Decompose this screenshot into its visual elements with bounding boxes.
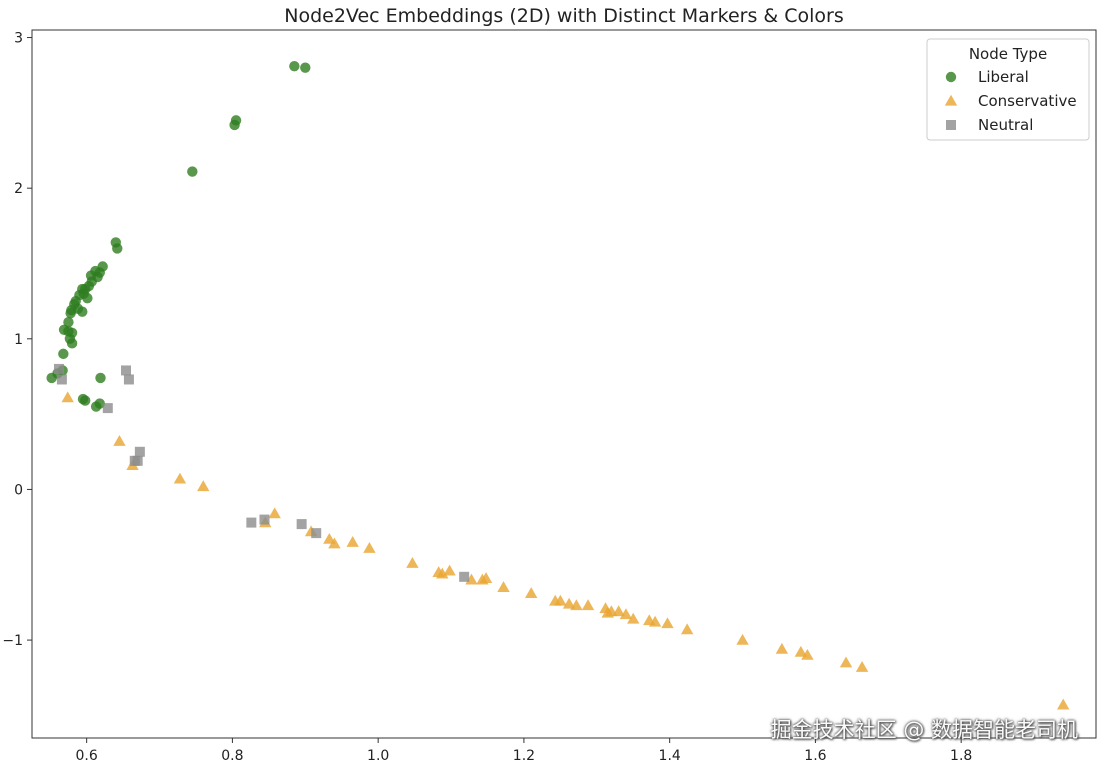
- x-tick-label: 0.8: [221, 748, 243, 764]
- y-tick-label: 3: [14, 31, 23, 47]
- liberal-point: [95, 372, 106, 384]
- conservative-point: [346, 535, 359, 547]
- conservative-point: [443, 564, 456, 576]
- neutral-point: [129, 455, 140, 466]
- neutral-point: [53, 363, 64, 374]
- liberal-point: [58, 348, 69, 360]
- liberal-point: [65, 308, 76, 319]
- conservative-point: [197, 480, 210, 492]
- conservative-point: [173, 472, 187, 484]
- conservative-point: [562, 597, 576, 609]
- legend-liberal-label: Liberal: [978, 68, 1029, 86]
- conservative-point: [61, 391, 74, 403]
- legend-conservative-label: Conservative: [978, 92, 1077, 110]
- neutral-point: [121, 365, 132, 376]
- liberal-point: [90, 401, 102, 412]
- liberal-point: [63, 317, 74, 328]
- conservative-point: [619, 608, 633, 620]
- conservative-point: [1057, 698, 1070, 710]
- conservative-point: [775, 642, 789, 654]
- neutral-point: [246, 517, 257, 528]
- conservative-point: [736, 633, 749, 645]
- conservative-point: [648, 615, 662, 627]
- conservative-point: [525, 587, 538, 599]
- x-tick-label: 1.8: [950, 748, 972, 764]
- y-tick-label: 0: [14, 482, 23, 498]
- x-tick-label: 1.6: [804, 748, 826, 764]
- liberal-point: [112, 243, 123, 254]
- neutral-point: [102, 403, 113, 414]
- liberal-point: [289, 60, 300, 72]
- legend-neutral-label: Neutral: [978, 116, 1033, 134]
- legend-conservative-marker: [944, 94, 958, 106]
- liberal-point: [66, 338, 78, 349]
- conservative-point: [801, 648, 814, 660]
- liberal-point: [300, 62, 311, 73]
- neutral-point: [296, 519, 307, 530]
- conservative-point: [554, 594, 567, 606]
- conservative-point: [855, 661, 869, 672]
- conservative-point: [268, 507, 281, 519]
- conservative-point: [627, 612, 640, 624]
- chart-title: Node2Vec Embeddings (2D) with Distinct M…: [284, 5, 844, 27]
- conservative-point: [436, 567, 449, 579]
- liberal-point: [230, 115, 242, 126]
- liberal-point: [187, 166, 198, 177]
- x-tick-label: 1.4: [659, 748, 681, 764]
- liberal-point: [82, 292, 93, 304]
- legend-liberal-marker: [945, 71, 957, 83]
- y-tick-label: −1: [2, 633, 23, 649]
- x-tick-label: 0.6: [76, 748, 98, 764]
- x-tick-label: 1.2: [513, 748, 535, 764]
- conservative-point: [113, 435, 126, 446]
- y-tick-label: 2: [14, 181, 23, 197]
- conservative-point: [661, 617, 674, 629]
- conservative-point: [680, 623, 694, 635]
- conservative-point: [363, 541, 376, 553]
- y-tick-label: 1: [14, 332, 23, 348]
- plot-frame: [31, 29, 1097, 739]
- liberal-point: [46, 372, 57, 384]
- conservative-point: [794, 645, 808, 657]
- liberal-point: [77, 306, 88, 317]
- conservative-point: [612, 605, 625, 617]
- conservative-point: [406, 557, 419, 568]
- legend: Node Type Liberal Conservative Neutral: [926, 38, 1090, 141]
- neutral-point: [134, 446, 145, 457]
- conservative-point: [479, 572, 493, 583]
- neutral-point: [259, 514, 270, 525]
- axis-ticks: 0.6 0.8 1.0 1.2 1.4 1.6 1.8 −1 0 1 2 3: [2, 31, 972, 764]
- legend-box: [926, 38, 1090, 141]
- data-points: [46, 60, 1070, 710]
- x-tick-label: 1.0: [367, 748, 389, 764]
- neutral-point: [56, 374, 67, 385]
- neutral-point: [311, 528, 322, 539]
- conservative-point: [570, 599, 583, 611]
- legend-title: Node Type: [969, 45, 1047, 63]
- legend-items: Liberal Conservative Neutral: [944, 68, 1077, 134]
- watermark: 掘金技术社区 @ 数据智能老司机: [770, 718, 1078, 742]
- neutral-point: [123, 374, 134, 385]
- neutral-point: [459, 571, 470, 582]
- legend-neutral-marker: [946, 120, 956, 130]
- conservative-point: [497, 581, 510, 593]
- conservative-point: [581, 599, 595, 611]
- conservative-point: [839, 656, 853, 668]
- liberal-point: [80, 395, 91, 406]
- conservative-point: [328, 537, 341, 549]
